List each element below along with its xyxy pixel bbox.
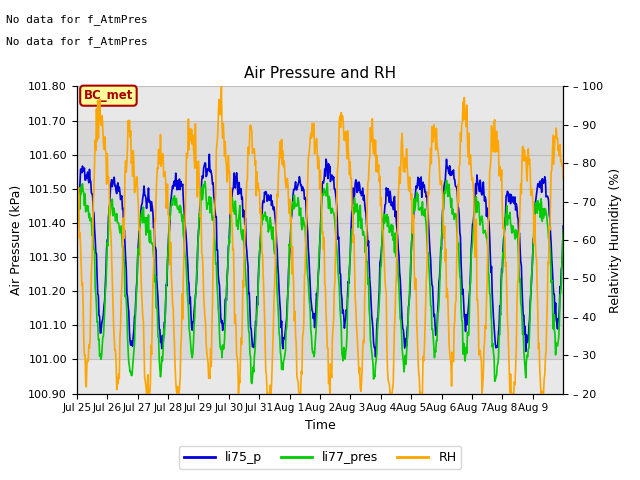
Y-axis label: Air Pressure (kPa): Air Pressure (kPa) (10, 185, 23, 295)
Bar (77, 120, 563, 360)
Title: Air Pressure and RH: Air Pressure and RH (244, 66, 396, 81)
Y-axis label: Relativity Humidity (%): Relativity Humidity (%) (609, 168, 621, 312)
X-axis label: Time: Time (305, 419, 335, 432)
Text: No data for f_AtmPres: No data for f_AtmPres (6, 14, 148, 25)
Text: No data for f_AtmPres: No data for f_AtmPres (6, 36, 148, 47)
Text: BC_met: BC_met (84, 89, 133, 102)
Legend: li75_p, li77_pres, RH: li75_p, li77_pres, RH (179, 446, 461, 469)
